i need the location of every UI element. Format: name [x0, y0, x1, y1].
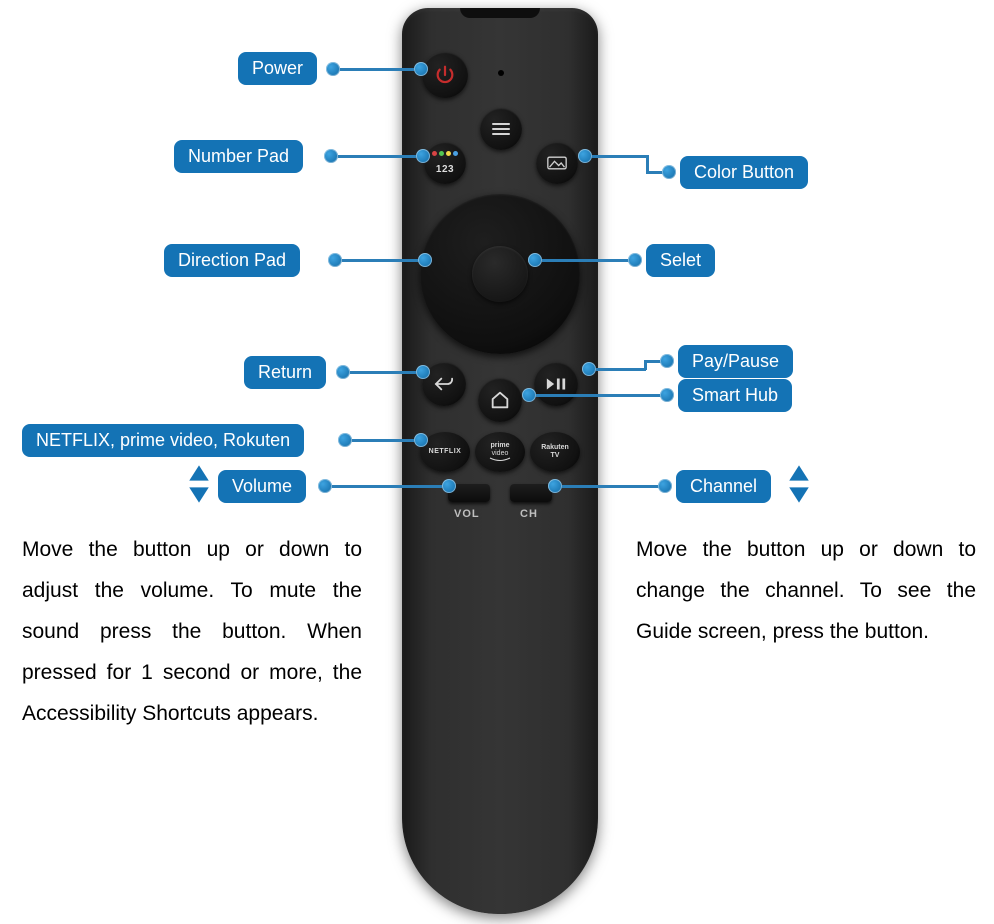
- tag-volume: Volume: [218, 470, 306, 503]
- channel-rocker[interactable]: [510, 484, 552, 502]
- dot: [658, 479, 672, 493]
- prime-video-button[interactable]: prime video: [475, 432, 525, 472]
- dot: [336, 365, 350, 379]
- return-icon: [433, 375, 455, 393]
- dot: [414, 62, 428, 76]
- dot: [418, 253, 432, 267]
- menu-button[interactable]: [480, 108, 522, 150]
- connector-line: [562, 485, 662, 488]
- dot: [578, 149, 592, 163]
- dot: [416, 365, 430, 379]
- connector-line: [350, 371, 416, 374]
- select-button[interactable]: [472, 246, 528, 302]
- tag-return: Return: [244, 356, 326, 389]
- direction-pad[interactable]: [420, 194, 580, 354]
- connector-line: [340, 68, 414, 71]
- ir-led-icon: [498, 70, 504, 76]
- channel-arrows-icon: [786, 462, 812, 506]
- channel-description: Move the button up or down to change the…: [636, 530, 976, 653]
- dot: [662, 165, 676, 179]
- connector-line: [352, 439, 414, 442]
- play-pause-button[interactable]: [534, 362, 578, 406]
- dot: [660, 388, 674, 402]
- volume-description: Move the button up or down to adjust the…: [22, 530, 362, 735]
- dot: [326, 62, 340, 76]
- dot: [528, 253, 542, 267]
- rakuten-label: Rakuten TV: [541, 444, 569, 459]
- play-pause-icon: [545, 376, 567, 392]
- home-icon: [489, 389, 511, 411]
- remote-body: 123 NETFLIX prime video Rakuten TV VOL C…: [402, 8, 598, 914]
- tag-direction-pad: Direction Pad: [164, 244, 300, 277]
- tag-play-pause: Pay/Pause: [678, 345, 793, 378]
- dot: [324, 149, 338, 163]
- tag-color-button: Color Button: [680, 156, 808, 189]
- color-button[interactable]: [536, 142, 578, 184]
- tag-number-pad: Number Pad: [174, 140, 303, 173]
- connector-line: [536, 394, 664, 397]
- picture-icon: [547, 156, 567, 170]
- tag-apps: NETFLIX, prime video, Rokuten: [22, 424, 304, 457]
- connector-line: [596, 368, 646, 371]
- dot: [414, 433, 428, 447]
- dot: [582, 362, 596, 376]
- power-button[interactable]: [422, 52, 468, 98]
- netflix-label: NETFLIX: [429, 448, 462, 456]
- tag-channel: Channel: [676, 470, 771, 503]
- connector-line: [342, 259, 418, 262]
- vol-label: VOL: [454, 508, 480, 520]
- ch-label: CH: [520, 508, 538, 520]
- hamburger-icon: [492, 123, 510, 135]
- dot: [318, 479, 332, 493]
- rakuten-button[interactable]: Rakuten TV: [530, 432, 580, 472]
- volume-arrows-icon: [186, 462, 212, 506]
- connector-line: [332, 485, 442, 488]
- dot: [522, 388, 536, 402]
- prime-label: prime video: [489, 442, 511, 462]
- dot: [442, 479, 456, 493]
- numpad-label: 123: [436, 164, 454, 175]
- home-button[interactable]: [478, 378, 522, 422]
- dot: [328, 253, 342, 267]
- connector-line: [338, 155, 416, 158]
- number-pad-button[interactable]: 123: [424, 142, 466, 184]
- tag-power: Power: [238, 52, 317, 85]
- dot: [628, 253, 642, 267]
- dot: [548, 479, 562, 493]
- connector-line: [542, 259, 632, 262]
- dot: [416, 149, 430, 163]
- color-dots-icon: [432, 151, 458, 156]
- tag-select: Selet: [646, 244, 715, 277]
- dot: [338, 433, 352, 447]
- tag-smart-hub: Smart Hub: [678, 379, 792, 412]
- dot: [660, 354, 674, 368]
- connector-line: [592, 155, 648, 158]
